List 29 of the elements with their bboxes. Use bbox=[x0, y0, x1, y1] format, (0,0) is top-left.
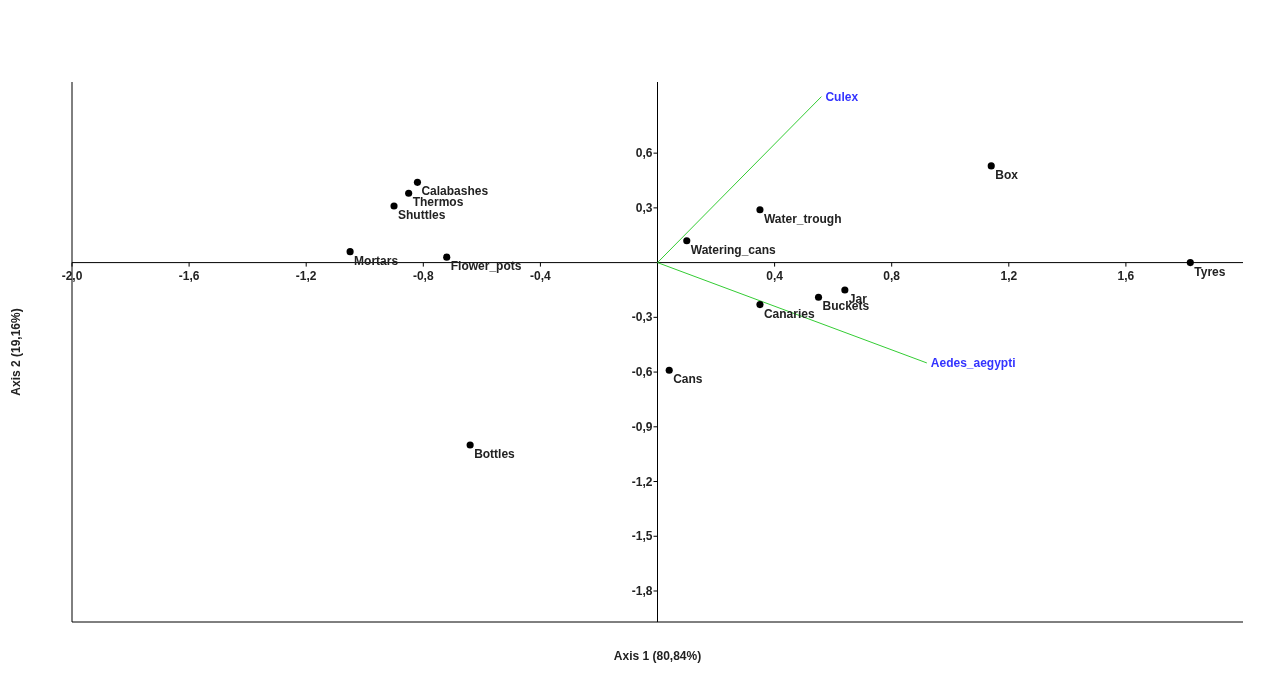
annotation: Box bbox=[995, 167, 1019, 182]
y-tick-label: -1,2 bbox=[631, 474, 653, 489]
y-tick-label: -1,5 bbox=[631, 529, 653, 544]
annotation: Watering_cans bbox=[690, 242, 777, 257]
x-tick-label: -0,8 bbox=[412, 268, 434, 283]
y-axis-title: Axis 2 (19,16%) bbox=[9, 308, 24, 396]
y-tick-label: 0,3 bbox=[635, 200, 653, 215]
x-tick-label: -1,6 bbox=[178, 268, 200, 283]
annotation: Tyres bbox=[1194, 264, 1226, 279]
x-tick-label: -0,4 bbox=[530, 268, 552, 283]
annotation: Flower_pots bbox=[450, 259, 522, 274]
x-tick-label: -1,2 bbox=[295, 268, 317, 283]
y-tick-label: -1,8 bbox=[631, 583, 653, 598]
annotation: Cans bbox=[673, 372, 703, 387]
annotation: Shuttles bbox=[398, 208, 446, 223]
y-tick-label: -0,3 bbox=[631, 310, 653, 325]
y-tick-label: 0,6 bbox=[635, 146, 653, 161]
x-tick-label: 0,4 bbox=[766, 268, 784, 283]
series-label: Culex bbox=[825, 89, 859, 104]
x-axis-title: Axis 1 (80,84%) bbox=[613, 649, 702, 663]
x-tick-label: 1,6 bbox=[1117, 268, 1135, 283]
annotation: Water_trough bbox=[763, 211, 842, 226]
series-label: Aedes_aegypti bbox=[930, 355, 1016, 370]
annotation: Thermos bbox=[412, 195, 464, 210]
annotation: Bottles bbox=[474, 447, 516, 462]
y-tick-label: -0,6 bbox=[631, 365, 653, 380]
y-tick-label: -0,9 bbox=[631, 419, 653, 434]
x-tick-label: 1,2 bbox=[1000, 268, 1018, 283]
x-tick-label: 0,8 bbox=[883, 268, 901, 283]
